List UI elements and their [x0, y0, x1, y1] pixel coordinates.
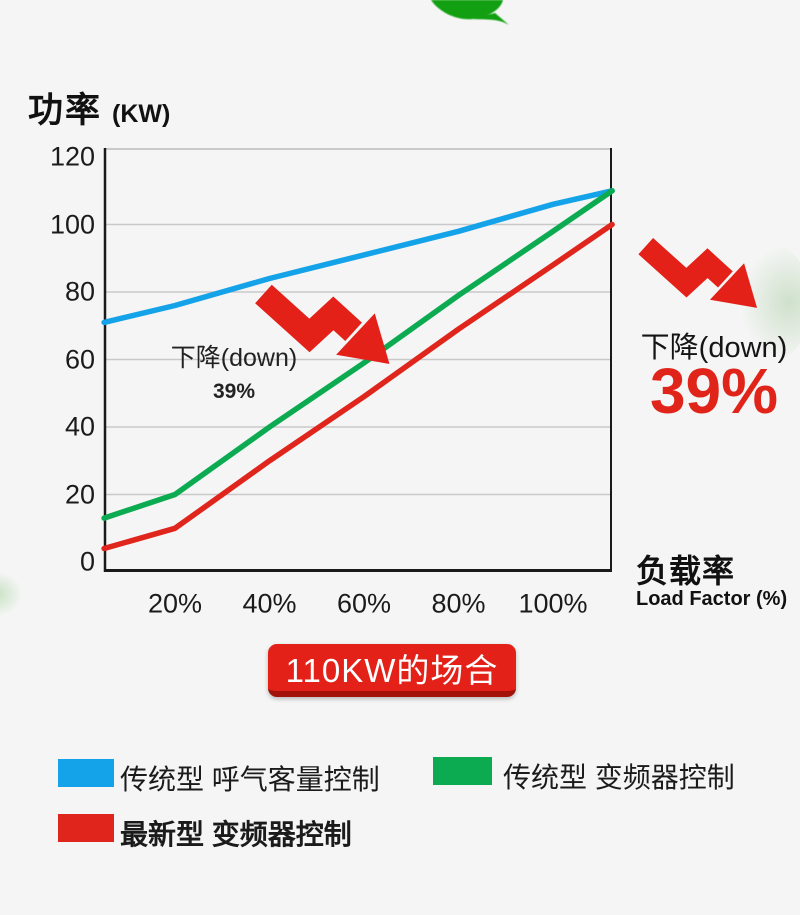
case-badge: 110KW的场合	[268, 644, 516, 697]
x-tick-label: 80%	[431, 588, 486, 619]
y-tick-label: 80	[64, 276, 95, 307]
power-load-chart	[101, 148, 615, 572]
chart-annotation-value: 39%	[212, 380, 256, 403]
legend-swatch-red	[58, 814, 114, 842]
leaf-decoration-left	[0, 572, 22, 616]
y-tick-label: 100	[49, 209, 95, 239]
x-tick-label: 100%	[518, 588, 588, 619]
y-axis-title: 功率	[28, 91, 103, 130]
chart-title: 功率 (KW)	[28, 82, 170, 133]
case-badge-label: 110KW的场合	[285, 651, 499, 689]
x-axis-title-en: Load Factor (%)	[636, 588, 788, 610]
y-axis-unit: (KW)	[112, 100, 171, 128]
down-arrow-icon	[248, 283, 404, 375]
y-tick-label: 120	[49, 141, 95, 172]
x-tick-label: 40%	[242, 588, 297, 619]
x-tick-label: 20%	[147, 588, 203, 619]
chart-annotation-text: 下降(down)	[170, 344, 298, 372]
chart-annotation: 下降(down) 39%	[158, 338, 310, 404]
callout-percent-value: 39%	[649, 355, 779, 427]
y-tick-label: 20	[64, 479, 95, 509]
y-tick-label: 40	[64, 411, 95, 442]
callout-down-label: 下降(down)	[640, 332, 788, 364]
y-tick-label: 0	[79, 546, 95, 577]
legend-swatch-blue	[58, 759, 114, 787]
x-tick-label: 60%	[336, 588, 392, 619]
y-tick-label: 60	[64, 344, 95, 374]
legend-label: 传统型 变频器控制	[503, 762, 735, 793]
down-arrow-icon	[636, 236, 766, 318]
x-axis-title-cn: 负载率	[636, 553, 736, 589]
legend-label: 传统型 呼气客量控制	[120, 764, 380, 795]
legend-label: 最新型 变频器控制	[120, 819, 352, 850]
legend-swatch-green	[433, 757, 492, 785]
leaf-decoration-top	[431, 0, 509, 25]
